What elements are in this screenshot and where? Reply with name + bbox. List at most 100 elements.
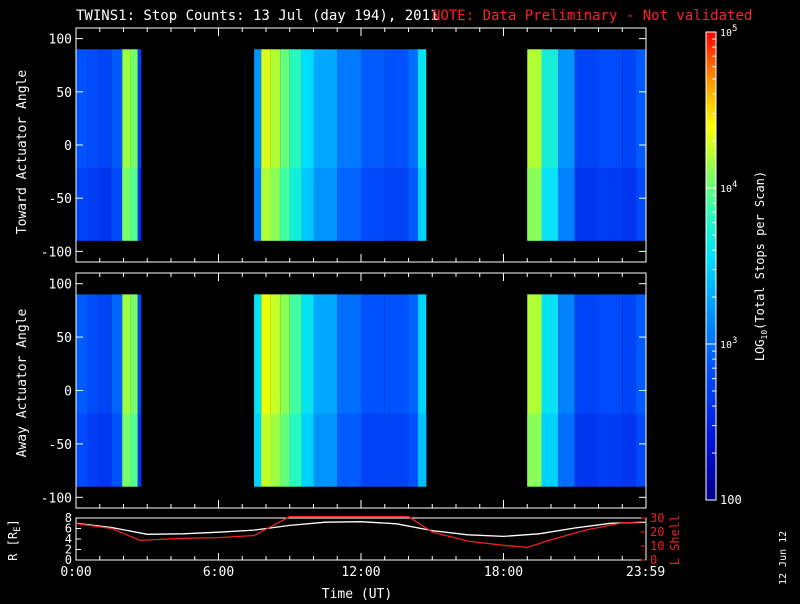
heatmap-cell (111, 413, 123, 487)
heatmap-cell (289, 294, 302, 487)
time-axis-label: Time (UT) (322, 587, 392, 600)
heatmap-cell (280, 294, 290, 487)
heatmap-cell (87, 294, 100, 487)
heatmap-cell (527, 413, 542, 487)
heatmap-cell (254, 413, 262, 487)
heatmap-cell (122, 167, 131, 241)
heatmap-cell (130, 49, 138, 241)
colorbar-tick-label: 100 (720, 493, 742, 507)
heatmap-cell (270, 294, 281, 487)
heatmap-cell (261, 167, 271, 241)
heatmap-cell (408, 167, 418, 241)
heatmap-cell (636, 413, 646, 487)
y-tick-label: 100 (49, 278, 72, 293)
heatmap-cell (87, 167, 100, 241)
away-actuator-panel: 100 50 0 -50 -100 (41, 272, 647, 509)
heatmap-cell (622, 167, 637, 241)
heatmap-cell (598, 167, 623, 241)
heatmap-cell (337, 413, 361, 487)
plot-title: TWINS1: Stop Counts: 13 Jul (day 194), 2… (76, 8, 438, 24)
time-tick-label: 6:00 (203, 565, 234, 580)
heatmap-cell (99, 413, 112, 487)
y-tick-label: 50 (56, 331, 72, 346)
heatmap-cell (99, 49, 112, 241)
r-tick-label: 2 (65, 543, 72, 557)
heatmap-cell (270, 167, 281, 241)
heatmap-cell (137, 413, 142, 487)
heatmap-cell (361, 167, 385, 241)
heatmap-cell (261, 49, 271, 241)
heatmap-cell (622, 413, 637, 487)
heatmap-cell (261, 413, 271, 487)
lshell-tick-label: 20 (650, 525, 664, 539)
heatmap-cell (313, 167, 338, 241)
heatmap-cell (254, 49, 262, 241)
heatmap-cell (122, 49, 131, 241)
heatmap-cell (99, 294, 112, 487)
heatmap-cell (337, 167, 361, 241)
heatmap-cell (122, 294, 131, 487)
lshell-axis-label: L Shell (668, 515, 682, 566)
heatmap-cell (111, 49, 123, 241)
heatmap-cell (254, 167, 262, 241)
heatmap-cell (418, 413, 427, 487)
heatmap-cell (361, 413, 385, 487)
r-tick-label: 6 (65, 522, 72, 536)
y-tick-label: -50 (49, 438, 72, 453)
heatmap-cell (301, 167, 314, 241)
y-tick-label: 50 (56, 86, 72, 101)
r-tick-label: 8 (65, 511, 72, 525)
heatmap-cell (384, 413, 409, 487)
heatmap-cell (541, 413, 559, 487)
radius-series-line (76, 521, 646, 538)
heatmap-cell (270, 49, 281, 241)
heatmap-cell (418, 49, 427, 241)
heatmap-cell (418, 294, 427, 487)
heatmap-cell (384, 167, 409, 241)
colorbar-tick-label: 103 (720, 336, 737, 351)
colorbar-tick-label: 105 (720, 24, 737, 39)
lshell-series-line (76, 516, 646, 549)
heatmap-cell (87, 49, 100, 241)
heatmap-cell (280, 167, 290, 241)
heatmap-cell (76, 413, 88, 487)
heatmap-cell (408, 294, 418, 487)
heatmap-cell (558, 167, 575, 241)
heatmap-cell (636, 167, 646, 241)
y-tick-label: -50 (49, 192, 72, 207)
heatmap-cell (137, 294, 142, 487)
heatmap-cell (289, 49, 302, 241)
lshell-tick-label: 0 (650, 553, 657, 567)
y-tick-label: -100 (41, 491, 72, 506)
colorbar: 105 104 103 100 (705, 24, 742, 507)
y-tick-label: -100 (41, 245, 72, 260)
colorbar-tick-label: 104 (720, 180, 737, 195)
heatmap-cell (261, 294, 271, 487)
heatmap-cell (99, 167, 112, 241)
heatmap-cell (130, 413, 138, 487)
colorbar-gradient (706, 32, 716, 500)
time-tick-label: 23:59 (626, 565, 665, 580)
lshell-tick-label: 10 (650, 539, 664, 553)
heatmap-cell (301, 294, 314, 487)
heatmap-cell (541, 167, 559, 241)
r-tick-label: 0 (65, 553, 72, 567)
heatmap-cell (270, 413, 281, 487)
heatmap-cell (558, 413, 575, 487)
heatmap-cell (111, 167, 123, 241)
heatmap-cell (301, 413, 314, 487)
heatmap-cell (111, 294, 123, 487)
heatmap-cell (254, 294, 262, 487)
colorbar-label: LOG10(Total Stops per Scan) (753, 171, 769, 361)
heatmap-cell (289, 413, 302, 487)
heatmap-cell (313, 413, 338, 487)
heatmap-cell (574, 413, 599, 487)
time-tick-label: 0:00 (60, 565, 91, 580)
heatmap-cell (137, 49, 142, 241)
y-tick-label: 100 (49, 33, 72, 48)
away-axis-label: Away Actuator Angle (15, 308, 30, 457)
toward-axis-label: Toward Actuator Angle (15, 70, 30, 235)
heatmap-cell (87, 413, 100, 487)
